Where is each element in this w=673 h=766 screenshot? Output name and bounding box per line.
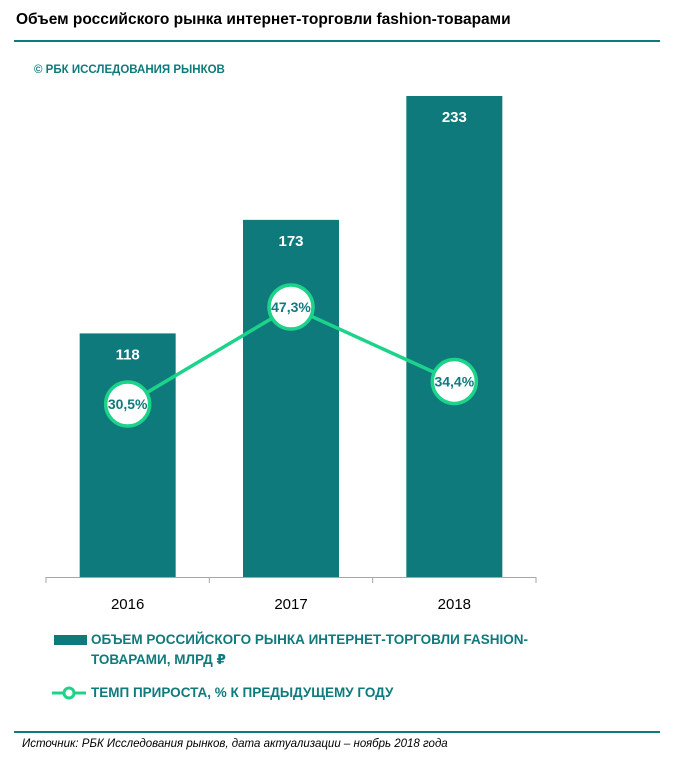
brand-label: © РБК ИССЛЕДОВАНИЯ РЫНКОВ	[34, 64, 225, 76]
growth-point-2017	[267, 283, 315, 331]
source-note: Источник: РБК Исследования рынков, дата …	[22, 738, 448, 750]
x-tick-label-2017: 2017	[274, 596, 307, 613]
bar-2018	[406, 96, 503, 577]
bar-2017	[243, 219, 339, 577]
legend-line-entry: ТЕМП ПРИРОСТА, % К ПРЕДЫДУЩЕМУ ГОДУ	[52, 683, 394, 703]
bar-value-label-2018: 233	[442, 109, 467, 126]
legend-bar-entry: ОБЪЕМ РОССИЙСКОГО РЫНКА ИНТЕРНЕТ-ТОРГОВЛ…	[54, 630, 574, 670]
growth-label-2018: 34,4%	[434, 373, 474, 389]
chart-area: 118 173 233 2016 2017 2018 30,5% 47,3% 34,4%	[45, 96, 537, 613]
growth-label-2017: 47,3%	[271, 299, 311, 315]
bar-2016	[79, 333, 176, 577]
growth-point-2018	[430, 357, 479, 406]
growth-point-2016	[103, 380, 152, 428]
legend-line-label: ТЕМП ПРИРОСТА, % К ПРЕДЫДУЩЕМУ ГОДУ	[91, 685, 394, 700]
legend-line-marker	[52, 686, 86, 700]
bar-value-label-2017: 173	[278, 233, 303, 250]
bar-value-label-2016: 118	[116, 346, 140, 363]
x-tick-label-2016: 2016	[111, 596, 144, 613]
legend-bar-label: ОБЪЕМ РОССИЙСКОГО РЫНКА ИНТЕРНЕТ-ТОРГОВЛ…	[91, 632, 529, 667]
chart-title: Объем российского рынка интернет-торговл…	[16, 11, 511, 28]
legend-bar-swatch	[54, 635, 87, 645]
bottom-divider	[14, 731, 660, 733]
top-divider	[14, 40, 660, 42]
growth-label-2016: 30,5%	[108, 396, 148, 412]
x-tick-label-2018: 2018	[438, 596, 471, 613]
